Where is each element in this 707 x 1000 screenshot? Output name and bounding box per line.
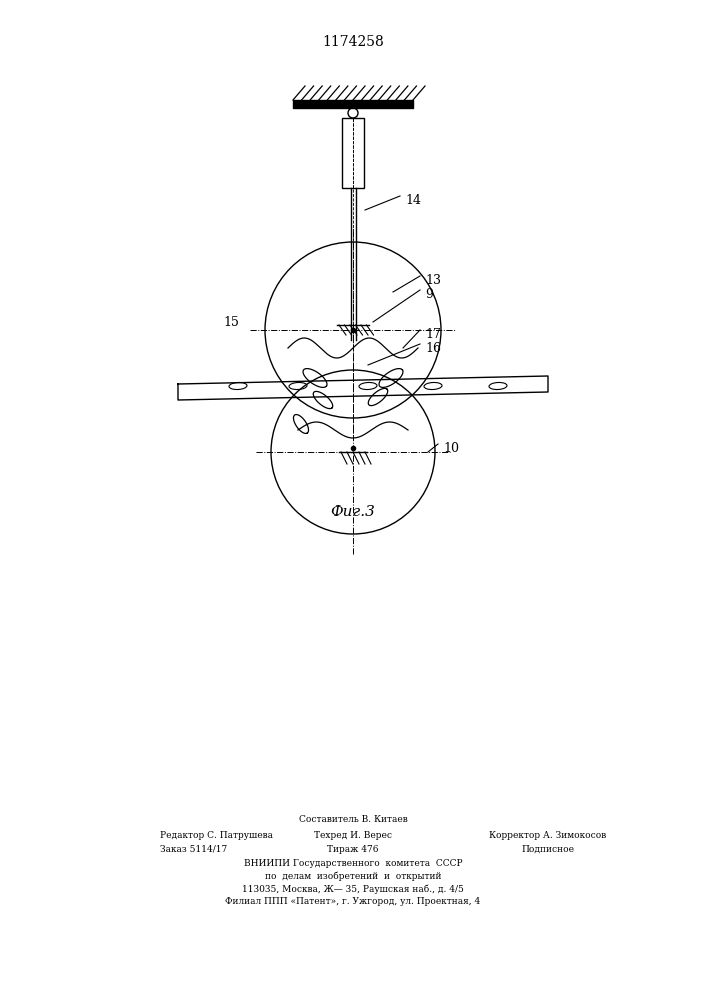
Text: по  делам  изобретений  и  открытий: по делам изобретений и открытий [264,871,441,881]
Text: Редактор С. Патрушева: Редактор С. Патрушева [160,830,273,840]
Text: ВНИИПИ Государственного  комитета  СССР: ВНИИПИ Государственного комитета СССР [244,858,462,867]
Text: 113035, Москва, Ж— 35, Раушская наб., д. 4/5: 113035, Москва, Ж— 35, Раушская наб., д.… [242,884,464,894]
Text: 9: 9 [425,288,433,300]
Text: Техред И. Верес: Техред И. Верес [314,830,392,840]
Text: 10: 10 [443,442,459,454]
Text: Корректор А. Зимокосов: Корректор А. Зимокосов [489,830,607,840]
Text: 14: 14 [405,194,421,207]
Bar [342,118,364,188]
Text: 1174258: 1174258 [322,35,384,49]
Text: 13: 13 [425,273,441,286]
Text: Составитель В. Китаев: Составитель В. Китаев [298,814,407,824]
Text: 17: 17 [425,328,441,340]
Text: Заказ 5114/17: Заказ 5114/17 [160,844,227,854]
Text: 15: 15 [223,316,239,328]
Text: 16: 16 [425,342,441,355]
Text: Тираж 476: Тираж 476 [327,844,379,854]
Text: Подписное: Подписное [522,844,575,854]
Text: Фиг.3: Фиг.3 [331,505,375,519]
Text: Филиал ППП «Патент», г. Ужгород, ул. Проектная, 4: Филиал ППП «Патент», г. Ужгород, ул. Про… [226,898,481,906]
